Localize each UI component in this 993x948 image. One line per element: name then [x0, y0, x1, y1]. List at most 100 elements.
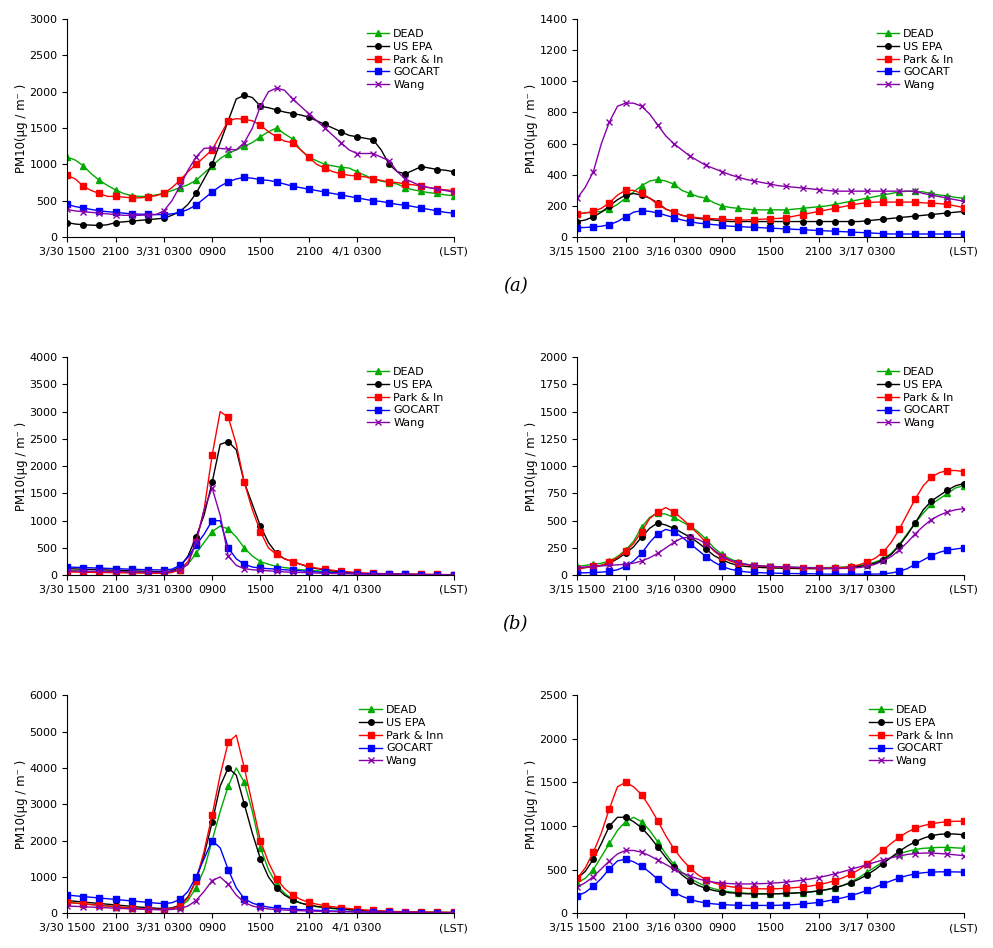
Park & In [303, 561, 315, 573]
Park & In [957, 202, 969, 213]
Park & In [423, 182, 435, 193]
DEAD [126, 567, 138, 578]
Park & In [902, 508, 914, 520]
GOCART [222, 864, 234, 875]
Y-axis label: PM10(μg / m⁻ ): PM10(μg / m⁻ ) [15, 422, 28, 511]
Park & In [957, 465, 969, 477]
US EPA [773, 562, 784, 574]
Park & In [279, 136, 291, 147]
US EPA [579, 866, 591, 877]
GOCART [741, 566, 753, 577]
GOCART [432, 569, 444, 580]
US EPA [829, 216, 841, 228]
DEAD [199, 537, 211, 548]
Park & Inn [676, 853, 688, 865]
GOCART [62, 889, 73, 901]
GOCART [93, 206, 105, 217]
Park & In [432, 569, 444, 580]
Wang [230, 889, 242, 901]
DEAD [796, 562, 808, 574]
Park & Inn [596, 828, 608, 839]
Wang [448, 187, 460, 198]
GOCART [628, 556, 639, 567]
US EPA [287, 108, 299, 119]
DEAD [126, 190, 138, 201]
DEAD [676, 185, 688, 196]
US EPA [676, 869, 688, 881]
Wang [254, 565, 266, 576]
Park & In [199, 504, 211, 516]
GOCART [604, 566, 616, 577]
GOCART [254, 562, 266, 574]
GOCART [214, 515, 226, 526]
GOCART [352, 568, 363, 579]
Wang [773, 877, 784, 888]
Park & In [270, 131, 282, 142]
DEAD [415, 186, 427, 197]
Wang [804, 562, 816, 574]
US EPA [941, 208, 953, 219]
US EPA [359, 568, 371, 579]
DEAD [93, 566, 105, 577]
GOCART [837, 569, 849, 580]
US EPA [117, 216, 129, 228]
DEAD [668, 178, 680, 190]
DEAD [262, 126, 274, 137]
DEAD [101, 901, 113, 912]
US EPA [77, 563, 89, 574]
Park & In [246, 115, 258, 126]
Wang [448, 907, 460, 919]
US EPA [270, 548, 282, 559]
Wang [391, 166, 403, 177]
Park & In [246, 504, 258, 516]
Wang [732, 878, 744, 889]
Wang [604, 117, 616, 128]
US EPA [352, 904, 363, 916]
US EPA [837, 562, 849, 574]
US EPA [399, 906, 411, 918]
US EPA [335, 903, 347, 915]
US EPA [659, 851, 671, 863]
GOCART [222, 176, 234, 188]
DEAD [788, 561, 800, 573]
GOCART [724, 563, 736, 574]
US EPA [279, 106, 291, 118]
DEAD [587, 558, 599, 570]
DEAD [85, 899, 97, 910]
Park & Inn [182, 892, 194, 903]
GOCART [279, 178, 291, 190]
US EPA [845, 562, 857, 574]
DEAD [262, 558, 274, 570]
GOCART [391, 906, 403, 918]
Wang [142, 903, 154, 915]
Wang [367, 906, 379, 918]
Wang [440, 569, 452, 580]
US EPA [885, 212, 897, 224]
DEAD [571, 208, 583, 219]
Park & In [812, 562, 824, 574]
Park & In [134, 192, 146, 204]
US EPA [150, 902, 162, 914]
Park & In [885, 537, 897, 548]
Wang [311, 115, 323, 126]
GOCART [407, 569, 419, 580]
DEAD [604, 556, 616, 567]
DEAD [407, 906, 419, 918]
DEAD [101, 566, 113, 577]
Park & In [230, 439, 242, 450]
Park & In [659, 501, 671, 513]
GOCART [587, 567, 599, 578]
Wang [894, 186, 906, 197]
Wang [311, 905, 323, 917]
GOCART [788, 899, 800, 910]
Park & Inn [287, 889, 299, 901]
DEAD [949, 842, 961, 853]
US EPA [643, 192, 655, 204]
US EPA [765, 888, 777, 900]
DEAD [949, 191, 961, 203]
Park & In [636, 526, 647, 538]
Park & In [352, 567, 363, 578]
DEAD [829, 883, 841, 894]
DEAD [359, 904, 371, 916]
Park & Inn [918, 820, 929, 831]
